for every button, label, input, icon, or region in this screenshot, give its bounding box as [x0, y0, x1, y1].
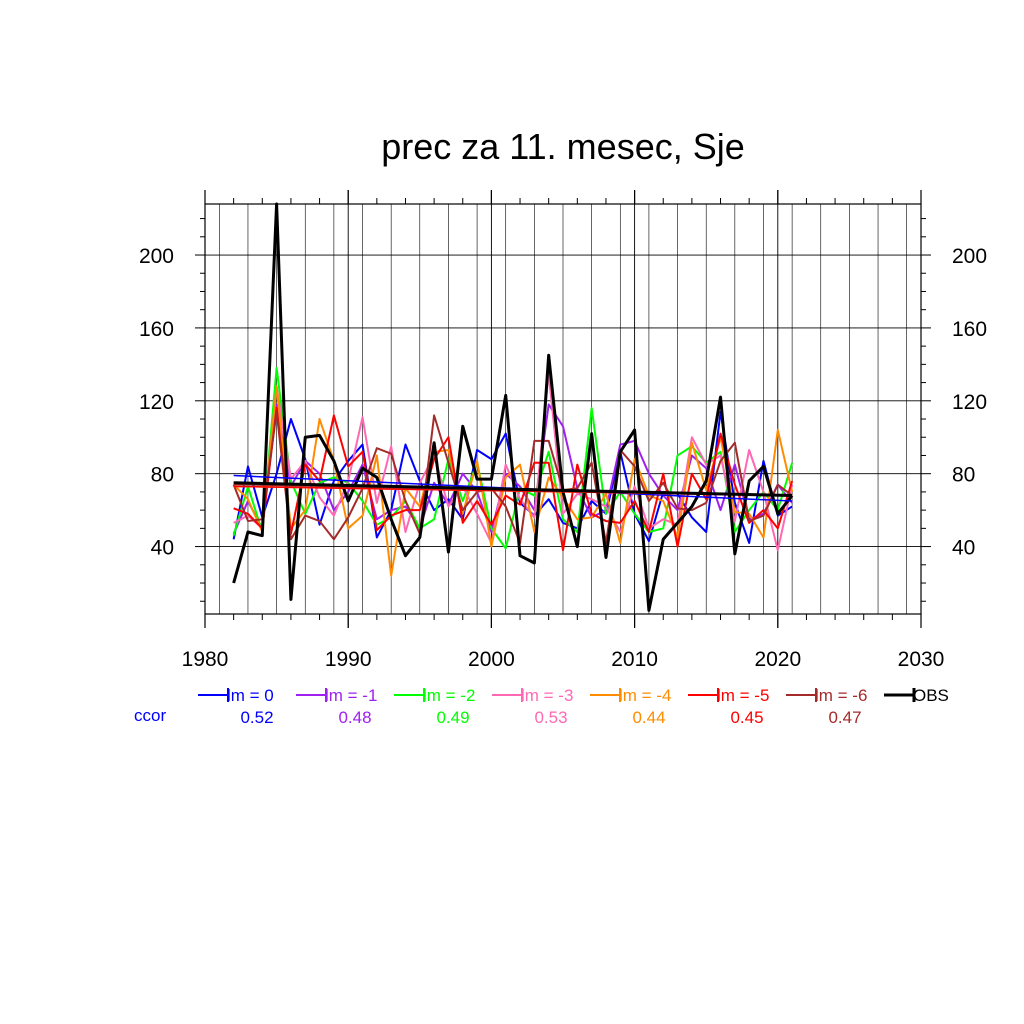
- ccor-value-2: 0.49: [436, 708, 469, 727]
- plot-frame: [204, 203, 922, 615]
- legend-label-3: lm = -3: [521, 686, 573, 705]
- series-line-7: [232, 202, 794, 612]
- chart-title: prec za 11. mesec, Sje: [381, 126, 745, 167]
- ccor-value-6: 0.47: [828, 708, 861, 727]
- y-tick-label-right: 120: [952, 391, 987, 414]
- legend-label-1: lm = -1: [325, 686, 377, 705]
- legend: ccor lm = 0 0.52 lm = -1 0.48 lm = -2 0.49 lm =…: [134, 686, 949, 727]
- y-tick-label-left: 80: [151, 464, 174, 487]
- y-tick-label-right: 160: [952, 318, 987, 341]
- y-tick-label-left: 200: [139, 245, 174, 268]
- x-tick-label: 1980: [182, 648, 229, 671]
- x-tick-label: 1990: [325, 648, 372, 671]
- grid: [205, 204, 921, 614]
- y-tick-label-left: 120: [139, 391, 174, 414]
- series-lines: [232, 202, 794, 612]
- y-tick-label-right: 40: [952, 537, 975, 560]
- legend-label-7: OBS: [913, 686, 949, 705]
- x-tick-label: 2030: [898, 648, 945, 671]
- legend-label-5: lm = -5: [717, 686, 769, 705]
- legend-label-0: lm = 0: [227, 686, 274, 705]
- legend-label-4: lm = -4: [619, 686, 671, 705]
- ccor-value-3: 0.53: [534, 708, 567, 727]
- trend-line-7: [233, 481, 793, 498]
- x-tick-label: 2010: [611, 648, 658, 671]
- x-tick-label: 2020: [754, 648, 801, 671]
- legend-label-6: lm = -6: [815, 686, 867, 705]
- series-line-6: [232, 410, 793, 544]
- ccor-value-1: 0.48: [338, 708, 371, 727]
- y-tick-label-right: 80: [952, 464, 975, 487]
- y-tick-label-right: 200: [952, 245, 987, 268]
- ccor-value-5: 0.45: [730, 708, 763, 727]
- x-tick-label: 2000: [468, 648, 515, 671]
- ccor-value-0: 0.52: [240, 708, 273, 727]
- y-tick-label-left: 160: [139, 318, 174, 341]
- legend-label-2: lm = -2: [423, 686, 475, 705]
- ccor-label: ccor: [134, 706, 166, 725]
- ccor-value-4: 0.44: [632, 708, 665, 727]
- axis-ticks: 40 40 80 80 120 120 160 160 200 200 1980 1990 2000 20…: [139, 190, 987, 671]
- y-tick-label-left: 40: [151, 537, 174, 560]
